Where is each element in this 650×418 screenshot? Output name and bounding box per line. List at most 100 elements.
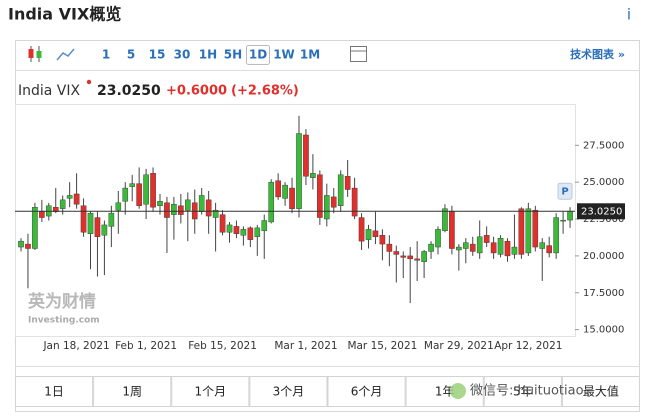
candle-body [219,214,226,233]
interval-button[interactable]: 1W [273,48,295,62]
candle-body [560,219,566,222]
interval-button[interactable]: 1H [199,48,217,62]
candle-body [32,207,38,249]
candle-body [164,202,170,218]
candle-body [344,176,351,190]
advanced-chart-link[interactable]: 技术图表 » [570,47,625,61]
settings-icon[interactable] [350,46,367,62]
candle-body [539,242,546,249]
candle-body [226,224,233,233]
quote-name: India VIX [18,83,81,99]
candle-body [324,195,330,220]
y-tick-label: 25.0000 [583,177,624,188]
watermark-text: 微信号: huituotiao [470,384,584,399]
candle-body [511,246,518,255]
range-button[interactable] [483,376,562,407]
candle-body [101,224,108,236]
range-button[interactable] [405,376,484,407]
candle-body [261,220,268,232]
candle-body [567,211,573,221]
range-label[interactable]: 5年 [513,385,533,399]
range-button[interactable] [93,376,172,407]
candle-body [303,134,309,177]
candle-body [87,212,94,234]
candle-icon[interactable] [28,46,42,62]
candle-body [504,240,511,257]
candle-body [150,173,156,208]
candle-body [205,199,212,217]
candle-body [66,195,73,199]
candle-body [483,235,490,243]
y-tick-label: 17.5000 [583,288,624,299]
range-label[interactable]: 1年 [435,385,455,399]
x-tick-label: Feb 1, 2021 [115,340,177,352]
x-tick-label: Mar 15, 2021 [347,340,417,352]
candle-body [282,184,288,199]
range-label[interactable]: 1日 [44,385,64,399]
interval-button[interactable]: 1 [102,48,110,62]
interval-button[interactable]: 5 [127,48,135,62]
candle-body [59,199,66,209]
candle-body [198,195,205,212]
x-tick-label: Mar 29, 2021 [424,340,494,352]
candle-body [18,240,24,248]
watermark: 微信号: huituotiao [450,383,584,399]
interval-button[interactable]: 1M [300,48,320,62]
candle-body [379,235,386,245]
interval-button[interactable]: 30 [174,48,191,62]
candle-body [73,193,80,205]
x-tick-label: Mar 1, 2021 [274,340,337,352]
quote-price: 23.0250 [97,83,161,99]
interval-button[interactable]: 15 [149,48,166,62]
candle-body [129,183,136,187]
range-label[interactable]: 1个月 [194,385,226,399]
candle-body [546,245,552,254]
range-button[interactable] [15,376,94,407]
candle-body [358,217,365,242]
header-title: India VIX概览 [8,5,121,24]
candle-body [372,230,379,237]
candle-body [435,229,441,248]
candle-body [428,243,434,252]
range-label[interactable]: 1周 [122,385,142,399]
candle-body [476,236,483,254]
range-button[interactable] [561,376,640,407]
candle-body [414,258,420,261]
candle-body [351,187,358,217]
candle-body [532,209,539,248]
candle-body [393,251,400,255]
candle-body [184,199,191,211]
marker-label: P [561,186,568,197]
candle-body [469,243,476,252]
interval-button[interactable]: 1D [249,48,267,62]
candle-body [365,229,372,240]
quote-change-pct: (+2.68%) [231,84,299,99]
candle-body [386,243,393,252]
range-button[interactable] [171,376,250,407]
range-label[interactable]: 3个月 [273,385,305,399]
candle-body [400,255,407,258]
interval-button[interactable]: 5H [224,48,242,62]
last-price-box [577,203,625,220]
info-icon[interactable]: i [627,6,631,24]
candle-body [233,226,240,234]
candle-body [289,187,295,209]
range-label[interactable]: 最大值 [583,384,619,399]
candle-body [143,174,149,205]
range-label[interactable]: 6个月 [351,385,383,399]
candle-body [108,212,115,227]
range-button[interactable] [249,376,328,407]
candle-body [317,174,323,218]
candle-body [456,246,462,251]
range-button[interactable] [327,376,406,407]
candle-body [254,227,261,237]
line-icon[interactable] [56,48,75,61]
candle-body [157,201,163,206]
candle-body [442,208,448,232]
candle-body [275,180,281,198]
header-bg [0,0,650,30]
candle-body [94,217,101,237]
live-dot [86,79,92,85]
candle-body [449,211,455,249]
candle-body [553,217,559,254]
